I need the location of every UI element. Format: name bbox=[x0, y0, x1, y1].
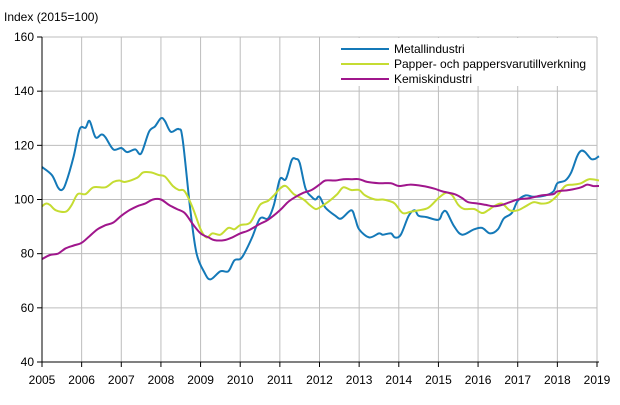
x-tick-label: 2018 bbox=[544, 373, 571, 387]
x-tick-label: 2013 bbox=[346, 373, 373, 387]
x-tick-label: 2005 bbox=[29, 373, 56, 387]
x-tick-label: 2012 bbox=[306, 373, 333, 387]
legend-label-3: Kemiskindustri bbox=[394, 72, 472, 86]
y-axis-label: Index (2015=100) bbox=[4, 10, 98, 24]
x-tick-label: 2015 bbox=[425, 373, 452, 387]
legend-label-1: Metallindustri bbox=[394, 42, 465, 56]
x-tick-label: 2006 bbox=[68, 373, 95, 387]
y-tick-label: 80 bbox=[21, 247, 35, 261]
y-tick-label: 60 bbox=[21, 301, 35, 315]
series-line-1 bbox=[41, 116, 600, 281]
y-tick-label: 160 bbox=[14, 30, 34, 44]
legend-label-2: Papper- och pappersvarutillverkning bbox=[394, 57, 586, 71]
series-line-3 bbox=[41, 177, 600, 260]
x-tick-label: 2017 bbox=[504, 373, 531, 387]
y-tick-label: 140 bbox=[14, 84, 34, 98]
x-tick-label: 2009 bbox=[187, 373, 214, 387]
series-line-2 bbox=[41, 170, 600, 239]
x-tick-label: 2008 bbox=[148, 373, 175, 387]
axes: 40 60 80 100 120 140 160 2005 2006 2007 2008 2009 20… bbox=[14, 30, 611, 387]
y-tick-label: 40 bbox=[21, 355, 35, 369]
x-tick-label: 2014 bbox=[385, 373, 412, 387]
x-tick-label: 2007 bbox=[108, 373, 135, 387]
x-tick-label: 2010 bbox=[227, 373, 254, 387]
x-tick-label: 2011 bbox=[267, 373, 293, 387]
x-tick-label: 2016 bbox=[465, 373, 492, 387]
x-tick-label: 2019 bbox=[584, 373, 611, 387]
series-lines bbox=[41, 116, 600, 281]
y-tick-label: 120 bbox=[14, 138, 34, 152]
y-tick-label: 100 bbox=[14, 193, 34, 207]
